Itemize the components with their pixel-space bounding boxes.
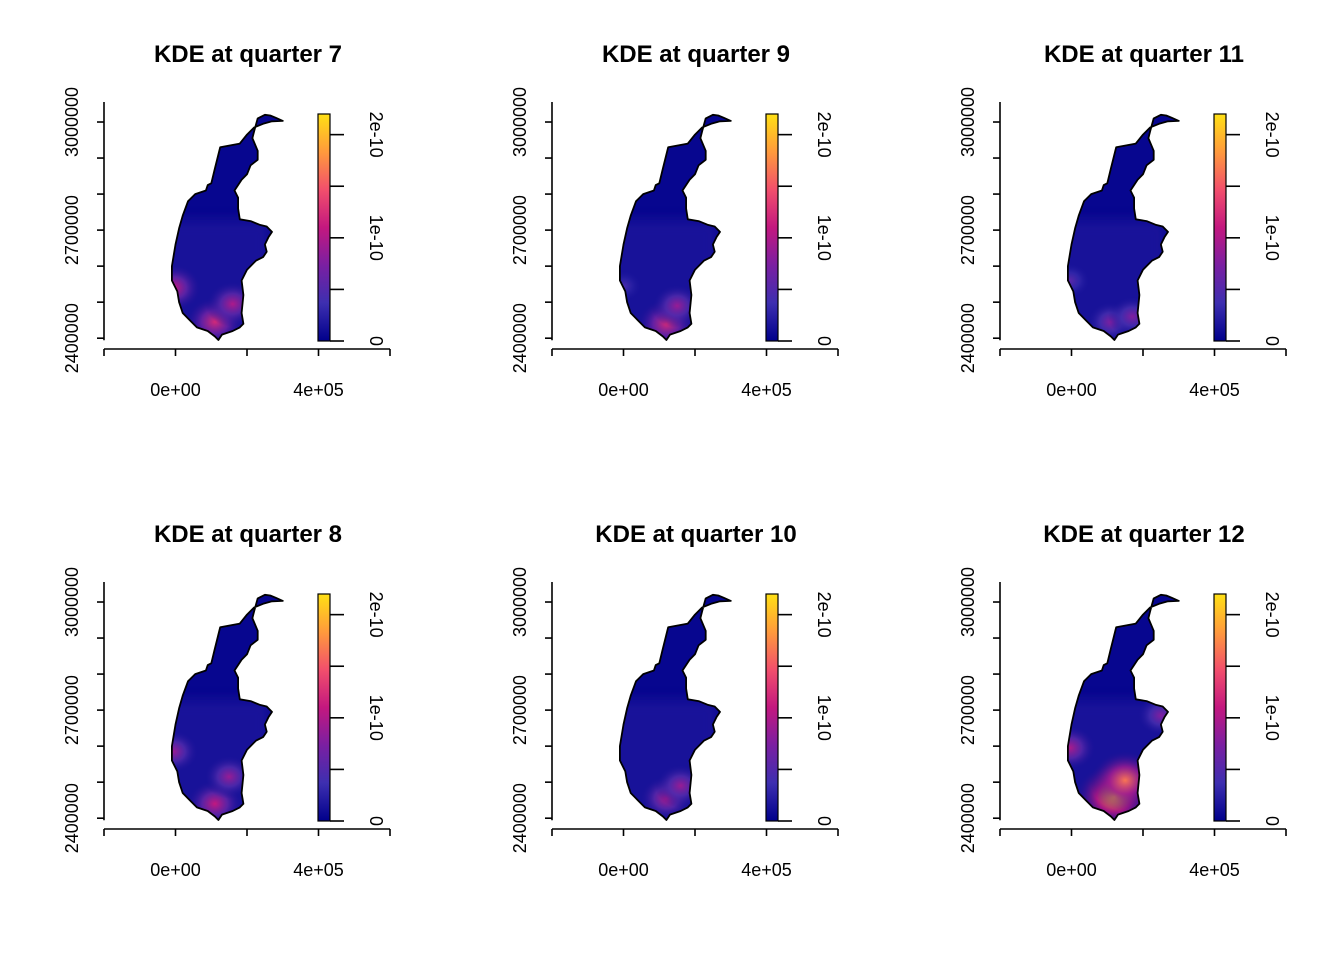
region-outline <box>170 113 284 341</box>
density-surface <box>619 594 731 820</box>
panel-title: KDE at quarter 11 <box>1044 41 1244 68</box>
colorbar-tick-label: 2e-10 <box>366 592 386 638</box>
y-tick-label: 2400000 <box>958 783 978 853</box>
x-tick-label: 0e+00 <box>598 860 649 880</box>
density-surface <box>171 114 283 340</box>
colorbar <box>765 593 779 822</box>
colorbar-legend: 0 1e-10 2e-10 <box>317 112 386 346</box>
y-tick-label: 2400000 <box>510 303 530 373</box>
kde-panel: KDE at quarter 11 0e+00 4e+05 2400000 270000… <box>958 41 1287 400</box>
density-hotspot <box>203 754 255 799</box>
y-tick-label: 2400000 <box>958 303 978 373</box>
x-tick-label: 4e+05 <box>293 860 344 880</box>
colorbar-tick-label: 2e-10 <box>366 112 386 158</box>
y-tick-label: 2700000 <box>958 675 978 745</box>
colorbar-legend: 0 1e-10 2e-10 <box>317 592 386 826</box>
x-tick-label: 4e+05 <box>1189 380 1240 400</box>
colorbar-legend: 0 1e-10 2e-10 <box>1213 112 1282 346</box>
density-hotspot <box>1108 295 1157 338</box>
density-hotspot <box>1089 750 1161 811</box>
colorbar-tick-label: 2e-10 <box>814 112 834 158</box>
colorbar-tick-label: 1e-10 <box>1262 695 1282 741</box>
panels-group: KDE at quarter 7 0e+00 4e+05 2400000 2700000… <box>62 41 1287 880</box>
density-hotspot <box>171 263 203 313</box>
x-tick-label: 0e+00 <box>598 380 649 400</box>
colorbar-legend: 0 1e-10 2e-10 <box>765 592 834 826</box>
kde-panel: KDE at quarter 12 0e+00 4e+05 2400000 270000… <box>958 521 1287 880</box>
kde-panel: KDE at quarter 10 0e+00 4e+05 2400000 270000… <box>510 521 839 880</box>
colorbar-tick-label: 1e-10 <box>366 215 386 261</box>
density-hotspot <box>1067 262 1092 299</box>
panel-title: KDE at quarter 10 <box>595 521 796 548</box>
colorbar-tick-label: 0 <box>1262 816 1282 826</box>
y-tick-label: 3000000 <box>62 567 82 637</box>
colorbar <box>317 593 331 822</box>
x-tick-label: 4e+05 <box>741 860 792 880</box>
density-surface <box>619 114 731 340</box>
panel-title: KDE at quarter 12 <box>1043 521 1244 548</box>
panel-title: KDE at quarter 8 <box>154 521 342 548</box>
x-tick-label: 0e+00 <box>1046 860 1097 880</box>
y-tick-label: 3000000 <box>958 567 978 637</box>
y-tick-label: 2400000 <box>510 783 530 853</box>
y-tick-label: 3000000 <box>510 567 530 637</box>
colorbar-tick-label: 2e-10 <box>1262 112 1282 158</box>
colorbar <box>1213 113 1227 342</box>
x-tick-label: 0e+00 <box>1046 380 1097 400</box>
colorbar <box>765 113 779 342</box>
density-surface <box>1067 114 1179 340</box>
region-outline <box>618 113 732 341</box>
colorbar-tick-label: 1e-10 <box>366 695 386 741</box>
colorbar-tick-label: 1e-10 <box>814 695 834 741</box>
y-tick-label: 3000000 <box>62 87 82 157</box>
colorbar-tick-label: 2e-10 <box>1262 592 1282 638</box>
panel-title: KDE at quarter 7 <box>154 41 342 68</box>
y-tick-label: 2400000 <box>62 303 82 373</box>
kde-panel: KDE at quarter 7 0e+00 4e+05 2400000 2700000… <box>62 41 391 400</box>
region-outline <box>1066 593 1180 821</box>
colorbar-tick-label: 0 <box>814 336 834 346</box>
colorbar-legend: 0 1e-10 2e-10 <box>1213 592 1282 826</box>
colorbar-legend: 0 1e-10 2e-10 <box>765 112 834 346</box>
density-hotspot <box>651 283 703 328</box>
panel-title: KDE at quarter 9 <box>602 41 790 68</box>
x-tick-label: 4e+05 <box>293 380 344 400</box>
density-hotspot <box>171 729 200 774</box>
colorbar-tick-label: 2e-10 <box>814 592 834 638</box>
y-tick-label: 2700000 <box>62 195 82 265</box>
colorbar <box>317 113 331 342</box>
colorbar-tick-label: 1e-10 <box>814 215 834 261</box>
y-tick-label: 3000000 <box>958 87 978 157</box>
region-outline <box>618 593 732 821</box>
y-tick-label: 2400000 <box>62 783 82 853</box>
colorbar-tick-label: 0 <box>814 816 834 826</box>
region-outline <box>1066 113 1180 341</box>
y-tick-label: 2700000 <box>510 195 530 265</box>
x-tick-label: 4e+05 <box>741 380 792 400</box>
kde-panel: KDE at quarter 8 0e+00 4e+05 2400000 2700000… <box>62 521 391 880</box>
x-tick-label: 4e+05 <box>1189 860 1240 880</box>
density-surface <box>171 594 283 820</box>
colorbar <box>1213 593 1227 822</box>
colorbar-tick-label: 1e-10 <box>1262 215 1282 261</box>
y-tick-label: 2700000 <box>62 675 82 745</box>
colorbar-tick-label: 0 <box>366 816 386 826</box>
y-tick-label: 2700000 <box>958 195 978 265</box>
x-tick-label: 0e+00 <box>150 380 201 400</box>
density-hotspot <box>205 280 260 328</box>
density-hotspot <box>655 763 707 808</box>
region-outline <box>170 593 284 821</box>
density-surface <box>1067 594 1179 820</box>
kde-panel: KDE at quarter 9 0e+00 4e+05 2400000 2700000… <box>510 41 839 400</box>
colorbar-tick-label: 0 <box>366 336 386 346</box>
density-hotspot <box>1067 724 1097 772</box>
y-tick-label: 2700000 <box>510 675 530 745</box>
colorbar-tick-label: 0 <box>1262 336 1282 346</box>
x-tick-label: 0e+00 <box>150 860 201 880</box>
y-tick-label: 3000000 <box>510 87 530 157</box>
